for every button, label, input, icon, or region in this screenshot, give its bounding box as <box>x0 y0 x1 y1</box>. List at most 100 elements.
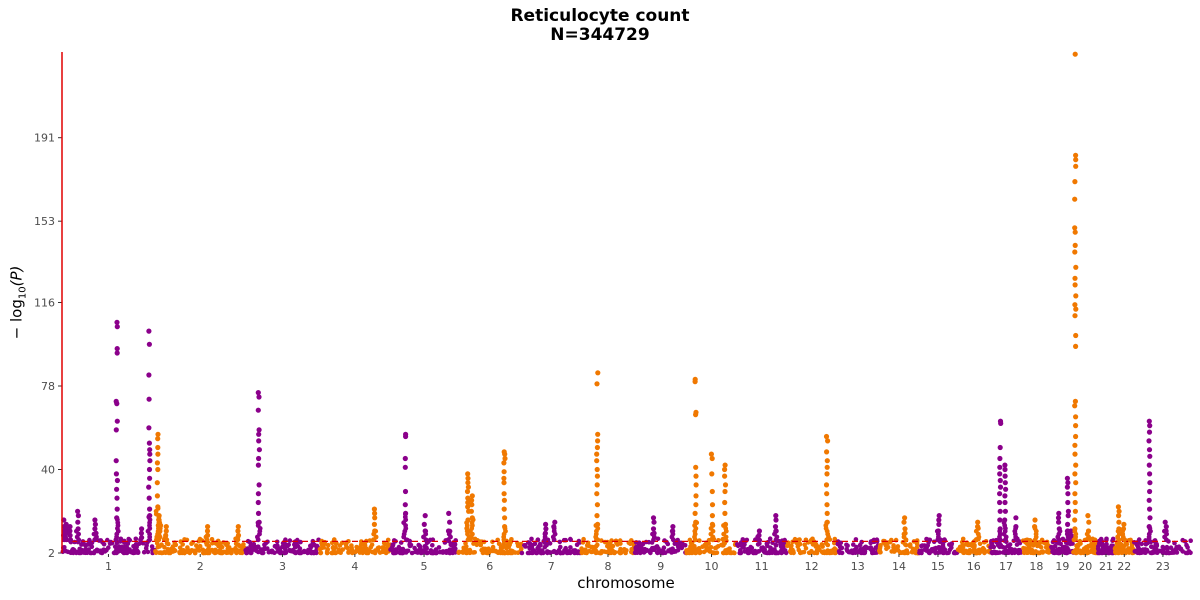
peak-point <box>468 508 474 514</box>
peak-point <box>255 520 261 526</box>
peak-point <box>502 526 508 531</box>
peak-point <box>235 534 241 540</box>
snp-point <box>539 550 544 556</box>
snp-point <box>648 550 653 556</box>
peak-point <box>650 515 657 521</box>
peak-point <box>1072 528 1078 534</box>
snp-point <box>356 546 362 552</box>
snp-point <box>688 544 693 549</box>
snp-point <box>700 544 705 549</box>
snp-point <box>159 550 164 556</box>
snp-point <box>325 546 330 552</box>
peak-point <box>205 524 211 530</box>
peak-point <box>651 519 657 525</box>
snp-point <box>101 541 107 547</box>
peak-point <box>709 455 715 462</box>
snp-point <box>725 550 730 555</box>
peak-point <box>1032 517 1038 523</box>
snp-point <box>422 544 428 549</box>
peak-point <box>1072 242 1078 248</box>
snp-point <box>940 543 946 549</box>
snp-point <box>853 537 859 542</box>
snp-point <box>755 542 761 547</box>
peak-point <box>1072 249 1078 255</box>
snp-point <box>313 548 319 554</box>
peak-point <box>595 370 601 376</box>
snp-point <box>1143 541 1149 547</box>
snp-point <box>472 550 478 555</box>
peak-point <box>722 488 728 495</box>
peak-point <box>1072 499 1078 506</box>
peak-point <box>1003 486 1009 492</box>
snp-point <box>287 538 293 543</box>
snp-point <box>194 543 199 548</box>
snp-point <box>178 539 183 544</box>
peak-point <box>1162 528 1167 534</box>
snp-point <box>1002 545 1008 550</box>
snp-point <box>1044 549 1050 554</box>
x-tick-label: 2 <box>197 560 204 573</box>
x-tick-label: 3 <box>279 560 286 573</box>
snp-point <box>547 541 553 546</box>
snp-point <box>227 546 232 552</box>
snp-point <box>244 550 249 556</box>
snp-point <box>1137 550 1142 556</box>
snp-point <box>1188 538 1193 543</box>
snp-point <box>251 542 256 547</box>
peak-point <box>1116 513 1122 519</box>
snp-point <box>701 549 707 555</box>
peak-point <box>773 528 778 534</box>
peak-point <box>146 466 153 473</box>
peak-point <box>91 531 97 537</box>
snp-point <box>1000 550 1006 555</box>
snp-point <box>919 543 924 549</box>
snp-point <box>742 549 748 554</box>
snp-point <box>1071 549 1077 555</box>
snp-point <box>544 542 549 548</box>
snp-point <box>277 550 283 556</box>
snp-point <box>712 550 718 556</box>
snp-point <box>765 543 770 549</box>
peak-point <box>997 508 1003 514</box>
peak-point <box>1055 515 1062 521</box>
snp-point <box>809 539 814 545</box>
snp-point <box>678 544 684 550</box>
snp-point <box>576 538 582 544</box>
peak-point <box>147 506 153 512</box>
peak-point <box>1065 521 1071 528</box>
peak-point <box>693 464 699 470</box>
snp-point <box>993 550 998 556</box>
snp-point <box>334 541 339 546</box>
snp-point <box>895 544 901 549</box>
snp-point <box>748 544 753 550</box>
peak-point <box>501 460 507 466</box>
snp-point <box>500 544 505 549</box>
peak-point <box>1072 275 1078 281</box>
snp-point <box>131 548 137 554</box>
peak-point <box>464 488 471 495</box>
x-tick-label: 7 <box>548 560 555 573</box>
peak-point <box>403 433 409 440</box>
snp-point <box>574 542 580 547</box>
snp-point <box>125 550 130 555</box>
snp-point <box>237 543 243 549</box>
peak-point <box>1073 332 1079 339</box>
peak-point <box>1121 521 1127 528</box>
peak-point <box>63 526 69 532</box>
peak-point <box>594 502 601 508</box>
peak-point <box>163 528 169 534</box>
peak-point <box>203 534 209 540</box>
snp-point <box>233 549 239 554</box>
peak-point <box>693 473 699 479</box>
x-tick-label: 13 <box>851 560 865 573</box>
y-axis-label-arg: (P) <box>7 265 26 287</box>
snp-point <box>297 546 303 551</box>
snp-point <box>272 550 277 555</box>
peak-point <box>372 510 378 516</box>
snp-point <box>221 549 227 555</box>
peak-point <box>1013 526 1018 531</box>
x-tick-label: 11 <box>755 560 769 573</box>
peak-point <box>755 534 761 540</box>
peak-point <box>255 390 261 396</box>
snp-point <box>655 536 661 542</box>
